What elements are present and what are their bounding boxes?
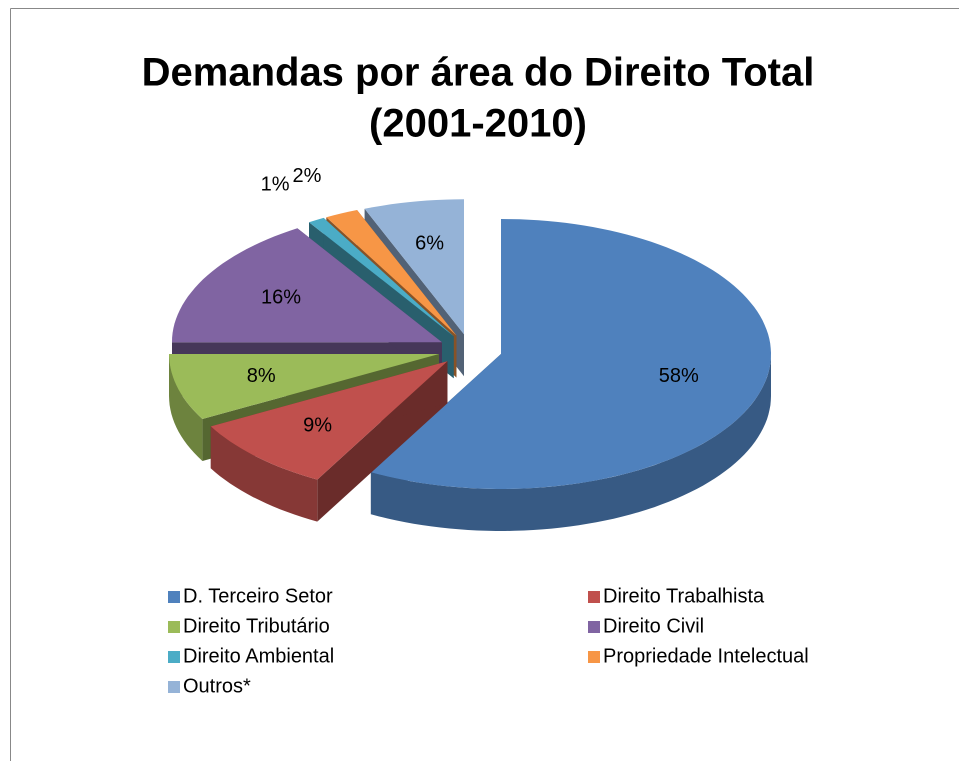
- legend-label: Outros*: [183, 675, 251, 697]
- chart-title: Demandas por área do Direito Total: [142, 51, 815, 95]
- slice-wall: [169, 354, 203, 461]
- slice: [210, 361, 448, 522]
- legend-swatch: [168, 591, 180, 603]
- legend-swatch: [588, 621, 600, 633]
- data-label: 16%: [261, 286, 301, 308]
- slice-top: [172, 228, 442, 343]
- slice-top: [169, 354, 439, 419]
- slice-wall: [370, 354, 771, 531]
- data-label: 6%: [415, 232, 444, 254]
- legend-label: Propriedade Intelectual: [603, 645, 809, 667]
- data-label: 2%: [292, 165, 321, 187]
- data-label: 58%: [659, 365, 699, 387]
- data-label: 8%: [247, 365, 276, 387]
- legend-swatch: [588, 651, 600, 663]
- slice: [370, 219, 771, 531]
- slice-top: [309, 217, 454, 337]
- slice-wall: [210, 426, 318, 522]
- legend-label: Direito Tributário: [183, 615, 330, 637]
- legend-swatch: [168, 621, 180, 633]
- data-label: 1%: [261, 173, 290, 195]
- legend-label: D. Terceiro Setor: [183, 585, 333, 607]
- legend-swatch: [168, 651, 180, 663]
- slice-top: [364, 199, 464, 335]
- slice-top: [326, 210, 457, 336]
- chart-subtitle: (2001-2010): [369, 102, 587, 146]
- legend-label: Direito Trabalhista: [603, 585, 765, 607]
- legend-label: Direito Ambiental: [183, 645, 334, 667]
- legend-swatch: [588, 591, 600, 603]
- slice-top: [210, 361, 448, 480]
- legend-label: Direito Civil: [603, 615, 704, 637]
- data-label: 9%: [303, 415, 332, 437]
- slice-top: [370, 219, 771, 489]
- legend-swatch: [168, 681, 180, 693]
